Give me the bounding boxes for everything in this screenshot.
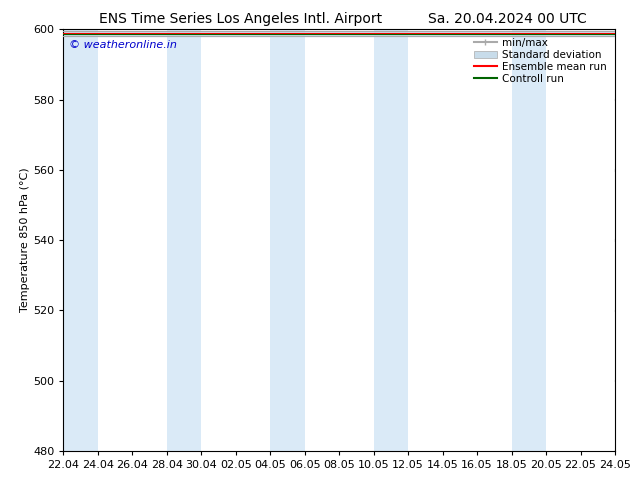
Text: ENS Time Series Los Angeles Intl. Airport: ENS Time Series Los Angeles Intl. Airpor… — [100, 12, 382, 26]
Bar — [373, 29, 408, 451]
Bar — [63, 29, 98, 451]
Bar — [512, 29, 546, 451]
Text: © weatheronline.in: © weatheronline.in — [69, 40, 177, 50]
Bar — [167, 29, 202, 451]
Bar — [270, 29, 305, 451]
Legend: min/max, Standard deviation, Ensemble mean run, Controll run: min/max, Standard deviation, Ensemble me… — [470, 35, 610, 87]
Y-axis label: Temperature 850 hPa (°C): Temperature 850 hPa (°C) — [20, 168, 30, 313]
Text: Sa. 20.04.2024 00 UTC: Sa. 20.04.2024 00 UTC — [428, 12, 586, 26]
